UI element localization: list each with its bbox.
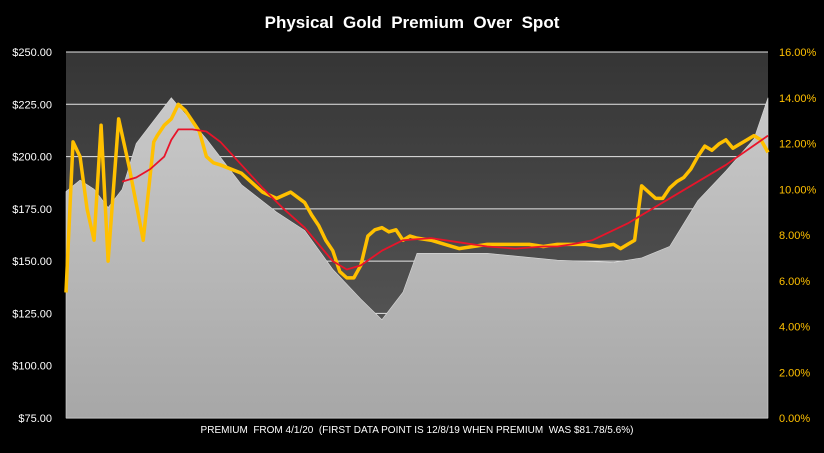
x-axis-label: PREMIUM FROM 4/1/20 (FIRST DATA POINT IS… xyxy=(201,425,634,436)
right-tick-label: 16.00% xyxy=(779,47,817,59)
series-lines-layer xyxy=(64,102,770,293)
left-tick-label: $125.00 xyxy=(12,308,52,320)
premium-percent-area xyxy=(65,97,769,419)
right-tick-label: 6.00% xyxy=(779,276,810,288)
left-tick-label: $225.00 xyxy=(12,99,52,111)
left-tick-label: $150.00 xyxy=(12,256,52,268)
left-tick-label: $175.00 xyxy=(12,204,52,216)
right-tick-label: 2.00% xyxy=(779,367,810,379)
left-tick-label: $200.00 xyxy=(12,152,52,164)
right-tick-label: 14.00% xyxy=(779,93,817,105)
right-tick-label: 8.00% xyxy=(779,230,810,242)
right-tick-label: 10.00% xyxy=(779,184,817,196)
left-tick-label: $75.00 xyxy=(18,413,52,425)
left-tick-label: $250.00 xyxy=(12,47,52,59)
right-tick-label: 12.00% xyxy=(779,139,817,151)
left-tick-label: $100.00 xyxy=(12,361,52,373)
moving-average-line xyxy=(121,128,769,271)
premium-dollar-line xyxy=(64,102,770,293)
right-tick-label: 0.00% xyxy=(779,413,810,425)
right-axis-ticks: 0.00% 2.00% 4.00% 6.00% 8.00% 10.00% 12.00% 14.… xyxy=(779,47,817,425)
right-tick-label: 4.00% xyxy=(779,322,810,334)
left-axis-ticks: $75.00 $100.00 $125.00 $150.00 $175.00 $200.0… xyxy=(12,47,52,425)
chart-title: Physical Gold Premium Over Spot xyxy=(265,13,560,32)
percent-area-layer xyxy=(65,97,769,419)
